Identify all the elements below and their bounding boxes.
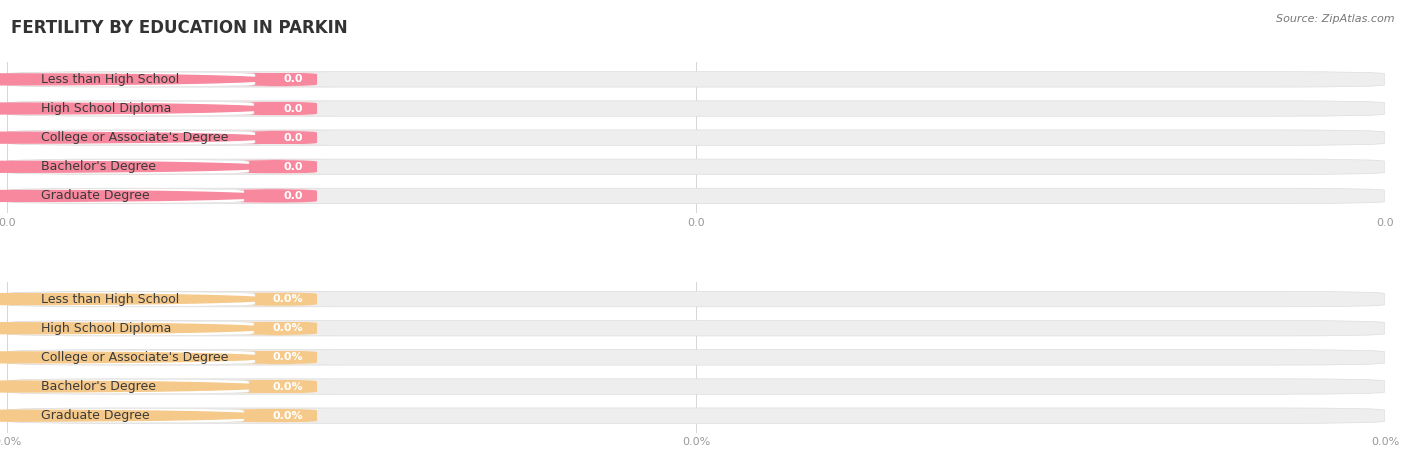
FancyBboxPatch shape xyxy=(221,292,337,306)
FancyBboxPatch shape xyxy=(221,379,332,394)
Circle shape xyxy=(0,132,271,143)
FancyBboxPatch shape xyxy=(7,72,1385,87)
Text: FERTILITY BY EDUCATION IN PARKIN: FERTILITY BY EDUCATION IN PARKIN xyxy=(11,19,347,37)
FancyBboxPatch shape xyxy=(7,292,254,306)
Circle shape xyxy=(0,410,271,421)
Text: College or Associate's Degree: College or Associate's Degree xyxy=(42,131,229,144)
Text: 0.0: 0.0 xyxy=(284,191,304,201)
FancyBboxPatch shape xyxy=(221,159,332,174)
Text: 0.0%: 0.0% xyxy=(273,294,304,304)
FancyBboxPatch shape xyxy=(7,101,1385,116)
FancyBboxPatch shape xyxy=(7,159,249,174)
Text: Graduate Degree: Graduate Degree xyxy=(42,409,150,422)
Circle shape xyxy=(0,74,271,85)
Text: High School Diploma: High School Diploma xyxy=(42,102,172,115)
Text: 0.0%: 0.0% xyxy=(273,382,304,392)
FancyBboxPatch shape xyxy=(7,379,249,394)
Circle shape xyxy=(0,190,271,201)
FancyBboxPatch shape xyxy=(7,130,254,145)
FancyBboxPatch shape xyxy=(221,321,336,336)
FancyBboxPatch shape xyxy=(7,130,1385,145)
FancyBboxPatch shape xyxy=(7,101,254,116)
Text: High School Diploma: High School Diploma xyxy=(42,322,172,335)
Text: Graduate Degree: Graduate Degree xyxy=(42,189,150,202)
Text: Less than High School: Less than High School xyxy=(42,293,180,306)
FancyBboxPatch shape xyxy=(7,408,245,423)
Circle shape xyxy=(0,103,271,114)
Text: 0.0: 0.0 xyxy=(284,74,304,84)
Text: Less than High School: Less than High School xyxy=(42,73,180,86)
FancyBboxPatch shape xyxy=(7,188,1385,204)
FancyBboxPatch shape xyxy=(7,350,1385,365)
Text: Bachelor's Degree: Bachelor's Degree xyxy=(42,160,156,173)
Circle shape xyxy=(0,381,271,392)
FancyBboxPatch shape xyxy=(7,291,1385,307)
Text: Source: ZipAtlas.com: Source: ZipAtlas.com xyxy=(1277,14,1395,24)
FancyBboxPatch shape xyxy=(7,350,254,365)
FancyBboxPatch shape xyxy=(221,408,326,423)
FancyBboxPatch shape xyxy=(7,408,1385,423)
Circle shape xyxy=(0,294,271,305)
FancyBboxPatch shape xyxy=(7,320,1385,336)
Text: 0.0%: 0.0% xyxy=(273,352,304,362)
Text: College or Associate's Degree: College or Associate's Degree xyxy=(42,351,229,364)
FancyBboxPatch shape xyxy=(221,72,337,87)
Circle shape xyxy=(0,323,271,334)
Text: Bachelor's Degree: Bachelor's Degree xyxy=(42,380,156,393)
Text: 0.0: 0.0 xyxy=(284,162,304,172)
FancyBboxPatch shape xyxy=(7,72,254,87)
FancyBboxPatch shape xyxy=(221,189,326,203)
FancyBboxPatch shape xyxy=(7,379,1385,394)
Text: 0.0: 0.0 xyxy=(284,103,304,113)
Text: 0.0%: 0.0% xyxy=(273,323,304,333)
FancyBboxPatch shape xyxy=(7,321,254,336)
Text: 0.0%: 0.0% xyxy=(273,411,304,421)
Circle shape xyxy=(0,161,271,172)
Text: 0.0: 0.0 xyxy=(284,133,304,143)
FancyBboxPatch shape xyxy=(7,159,1385,175)
FancyBboxPatch shape xyxy=(221,350,337,365)
FancyBboxPatch shape xyxy=(221,101,336,116)
FancyBboxPatch shape xyxy=(7,189,245,203)
Circle shape xyxy=(0,352,271,363)
FancyBboxPatch shape xyxy=(221,130,337,145)
